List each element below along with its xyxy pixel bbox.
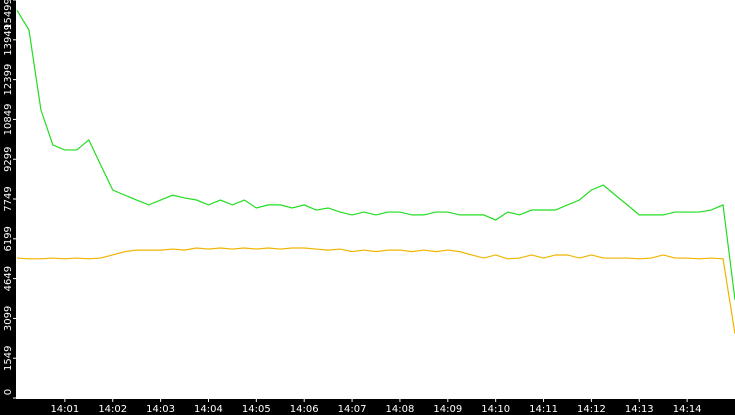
y-tick-label: 7749 [3, 186, 14, 211]
y-tick-label: 10849 [3, 104, 14, 136]
y-tick-label: 9299 [3, 146, 14, 171]
y-tick-label: 13949 [3, 24, 14, 56]
x-tick-label: 14:11 [529, 404, 558, 415]
y-tick-label: 12399 [3, 64, 14, 96]
x-tick-label: 14:01 [50, 404, 79, 415]
x-tick-label: 14:08 [386, 404, 415, 415]
y-tick-label: 0 [3, 389, 14, 395]
x-tick-label: 14:04 [194, 404, 223, 415]
y-tick-label: 3099 [3, 306, 14, 331]
x-tick-label: 14:03 [146, 404, 175, 415]
y-axis-band [0, 0, 16, 415]
y-tick-label: 15499 [3, 0, 14, 30]
y-tick-label: 6199 [3, 226, 14, 251]
x-tick-label: 14:10 [481, 404, 510, 415]
y-tick-label: 1549 [3, 345, 14, 370]
x-axis-band [0, 399, 735, 415]
x-tick-label: 14:06 [290, 404, 319, 415]
x-tick-label: 14:02 [98, 404, 127, 415]
x-tick-label: 14:07 [338, 404, 367, 415]
x-tick-label: 14:13 [625, 404, 654, 415]
series-line [16, 247, 735, 334]
y-tick-label: 4649 [3, 266, 14, 291]
x-tick-label: 14:09 [433, 404, 462, 415]
x-tick-label: 14:05 [242, 404, 271, 415]
x-tick-label: 14:14 [673, 404, 702, 415]
x-tick-label: 14:12 [577, 404, 606, 415]
series-line [16, 9, 735, 300]
